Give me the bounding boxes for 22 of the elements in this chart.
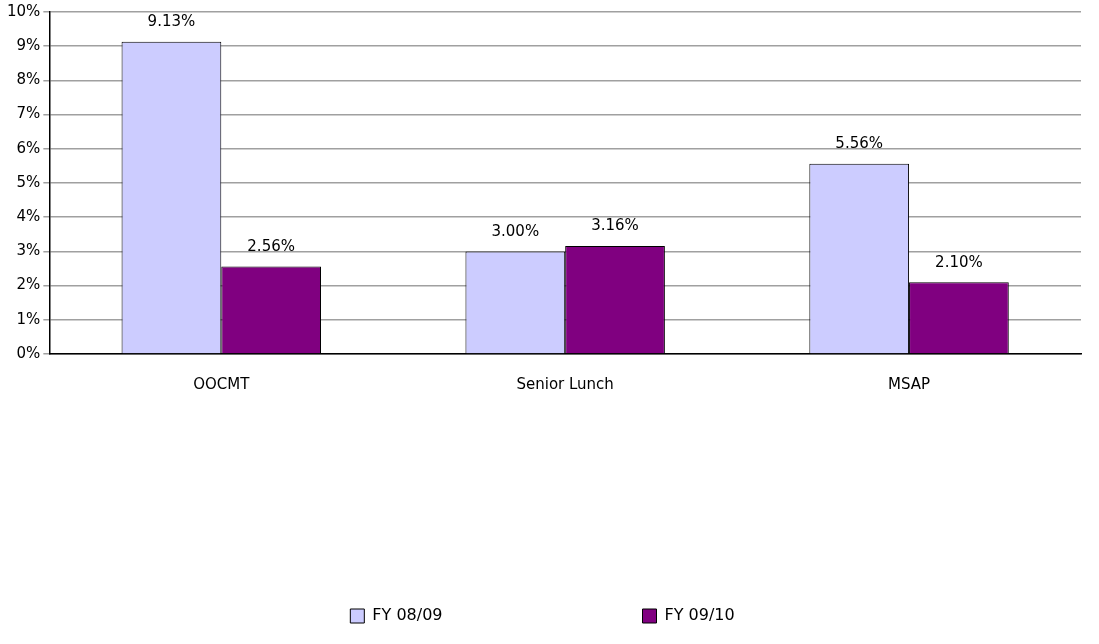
x-tick-label: Senior Lunch	[516, 374, 614, 393]
data-label: 2.56%	[247, 236, 295, 255]
data-label: 5.56%	[835, 134, 884, 153]
y-tick-label: 0%	[16, 343, 41, 362]
x-tick-label: MSAP	[888, 374, 931, 393]
y-tick-label: 8%	[16, 70, 41, 89]
x-tick-label: OOCMT	[193, 374, 251, 393]
y-tick-label: 1%	[16, 309, 41, 328]
legend-label: FY 08/09	[372, 605, 443, 625]
y-tick-label: 5%	[16, 172, 41, 191]
data-label: 3.00%	[491, 221, 540, 240]
y-tick-label: 6%	[16, 138, 41, 157]
y-tick-label: 10%	[7, 1, 41, 20]
y-tick-label: 7%	[16, 104, 41, 123]
y-tick-label: 3%	[16, 241, 41, 260]
legend-label: FY 09/10	[664, 605, 735, 625]
y-tick-label: 4%	[16, 207, 41, 226]
y-tick-label: 9%	[16, 36, 41, 55]
y-tick-label: 2%	[16, 275, 41, 294]
data-label: 9.13%	[147, 12, 196, 31]
data-label: 3.16%	[591, 216, 639, 235]
data-label: 2.10%	[935, 252, 983, 271]
